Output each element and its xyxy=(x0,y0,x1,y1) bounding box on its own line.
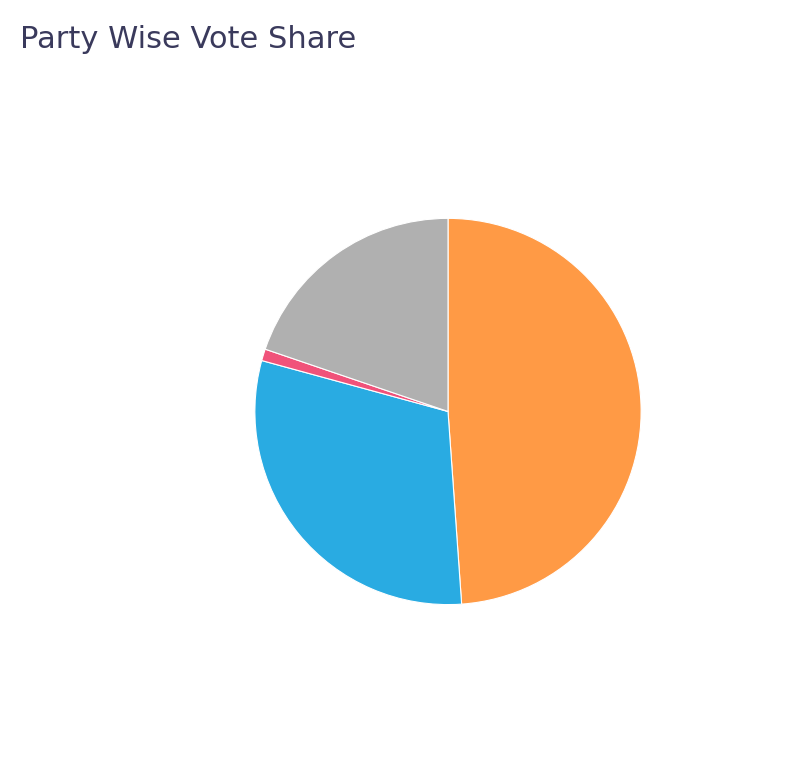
Wedge shape xyxy=(255,360,462,604)
Wedge shape xyxy=(262,349,448,411)
Wedge shape xyxy=(266,219,448,411)
Wedge shape xyxy=(448,219,641,604)
Text: Party Wise Vote Share: Party Wise Vote Share xyxy=(20,25,356,54)
